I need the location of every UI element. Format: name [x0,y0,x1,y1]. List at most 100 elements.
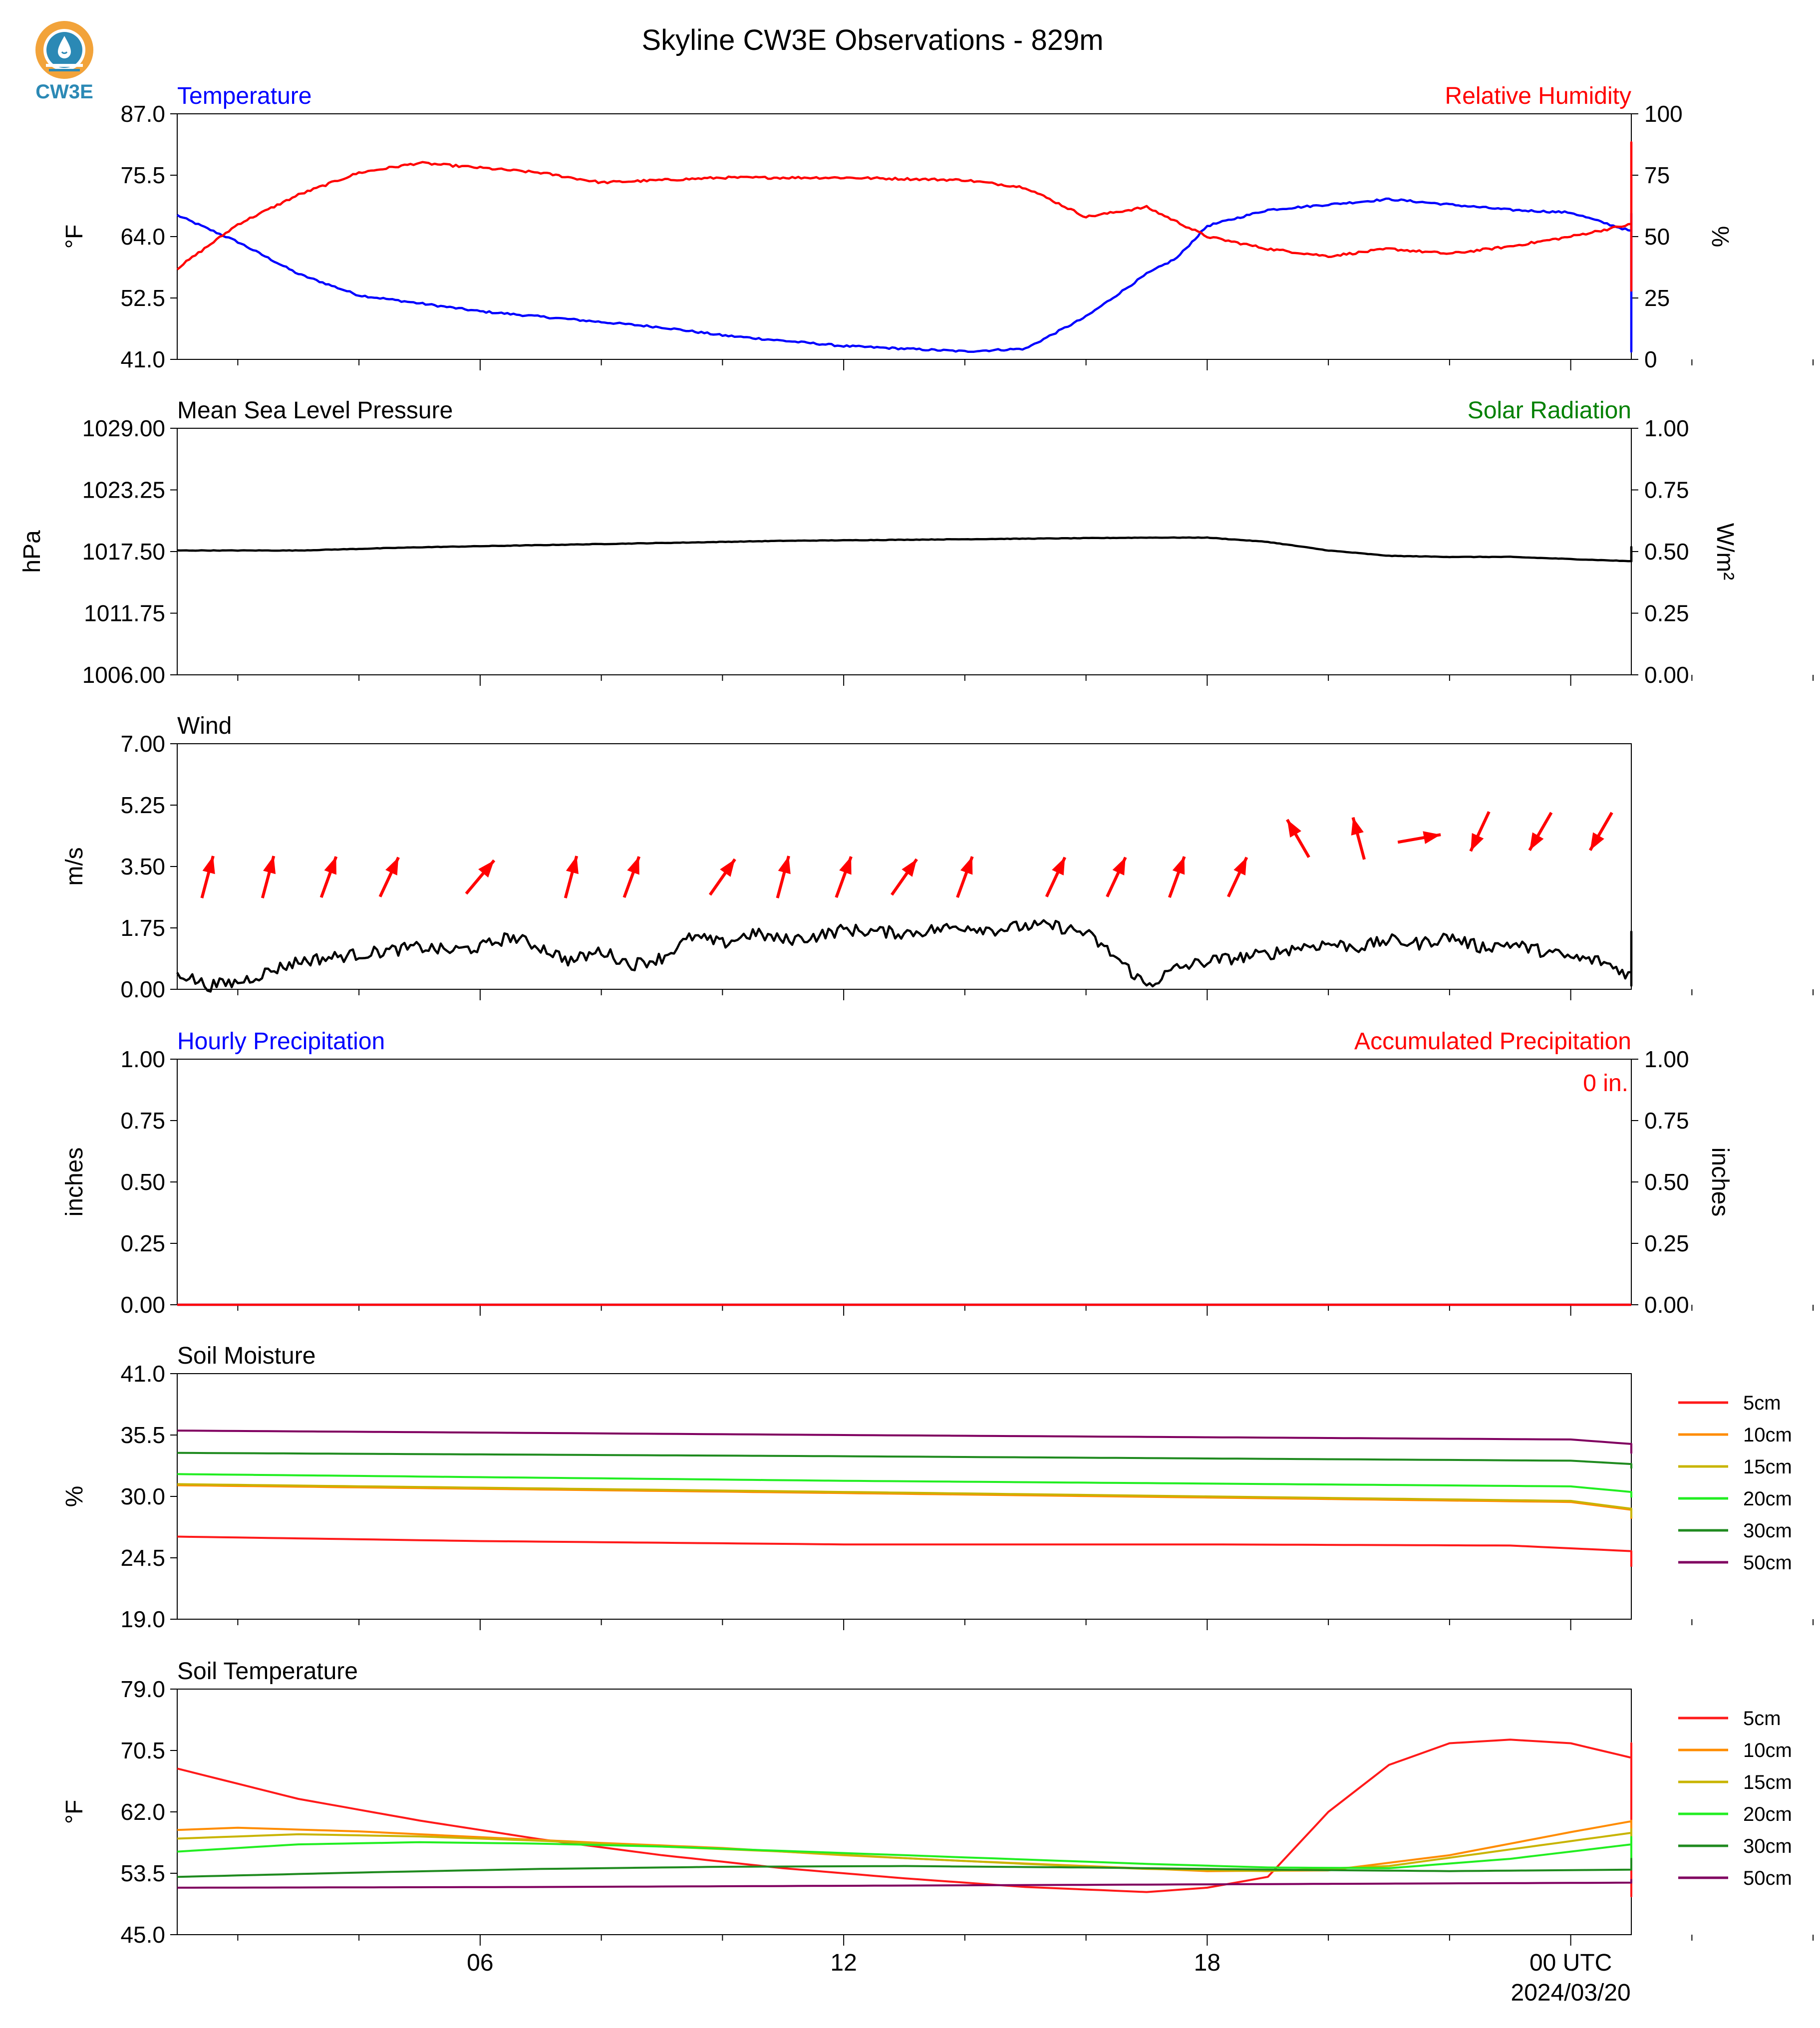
series-sm10 [177,1484,1632,1519]
legend-label: 15cm [1743,1456,1792,1478]
series-temperature [176,197,1633,353]
wind-arrow [1528,812,1553,851]
y-tick-label: 79.0 [120,1676,165,1702]
panel-title-left: Soil Temperature [177,1658,358,1685]
y-tick-label: 52.5 [120,285,165,311]
x-tick-label: 18 [1194,1950,1220,1976]
accumulated-precip-value: 0 in. [1583,1070,1628,1097]
legend-label: 15cm [1743,1771,1792,1793]
wind-arrow [1588,812,1613,851]
panel-frame [177,113,1632,360]
panel-title-left: Soil Moisture [177,1343,315,1369]
y-tick-label: 30.0 [120,1483,165,1509]
y-tick-label: 5.25 [120,792,165,818]
legend-label: 5cm [1743,1708,1781,1730]
series-st5 [177,1738,1632,1898]
y-tick-label: 19.0 [120,1606,165,1632]
y-tick-label-right: 0.25 [1644,600,1689,626]
y-tick-label-right: 0.50 [1644,539,1689,565]
panel-frame [177,1059,1632,1305]
legend-label: 30cm [1743,1520,1792,1542]
legend-label: 10cm [1743,1739,1792,1761]
wind-arrow [564,856,579,898]
wind-arrow [378,857,400,897]
y-tick-label: 24.5 [120,1545,165,1571]
y-tick-label-right: 100 [1644,101,1683,127]
panel-title-left: Hourly Precipitation [177,1028,385,1055]
y-tick-label: 1011.75 [84,600,165,626]
y-tick-label: 45.0 [120,1922,165,1948]
legend-item: 5cm [1678,1392,1781,1414]
y-tick-label: 1017.50 [82,539,165,565]
y-tick-label: 75.5 [120,162,165,188]
legend-label: 20cm [1743,1803,1792,1825]
y-tick-label: 35.5 [120,1422,165,1448]
legend-label: 50cm [1743,1552,1792,1574]
y-tick-label-right: 0.00 [1644,662,1689,688]
legend-label: 30cm [1743,1835,1792,1857]
y-axis-label-right: % [1707,226,1733,248]
wind-arrow [1226,857,1248,897]
y-tick-label: 7.00 [120,731,165,757]
y-tick-label: 41.0 [120,1361,165,1387]
wind-arrow [261,856,276,898]
panel-title-left: Wind [177,713,232,739]
cw3e-logo-text: CW3E [35,81,93,103]
wind-arrow [776,856,791,898]
wind-arrow [1286,819,1310,859]
y-axis-label: inches [61,1148,88,1217]
y-tick-label-right: 50 [1644,224,1670,250]
legend: 5cm 10cm 15cm 20cm 30cm 50cm [1678,1392,1792,1574]
panel-title-left: Mean Sea Level Pressure [177,397,453,424]
y-tick-label-right: 0.00 [1644,1292,1689,1318]
legend-item: 50cm [1678,1552,1792,1574]
y-axis-label: °F [61,1800,88,1824]
wind-arrow [1106,857,1127,897]
y-axis-label: °F [61,225,88,249]
x-tick-label: 00 UTC [1529,1950,1612,1976]
panel-group: Temperature Relative Humidity 41.0 52.5 64.0… [19,83,1814,2006]
y-tick-label: 0.75 [120,1108,165,1134]
y-tick-label: 1023.25 [82,477,165,503]
panel-4: Hourly Precipitation Accumulated Precipit… [61,1028,1814,1318]
x-tick-label: 12 [830,1950,857,1976]
series-relative_humidity [176,141,1633,292]
y-tick-label: 41.0 [120,346,165,372]
y-tick-label: 1.00 [120,1046,165,1072]
wind-arrow [200,856,215,898]
y-tick-label: 87.0 [120,101,165,127]
legend-item: 30cm [1678,1520,1792,1542]
series-sm5 [177,1535,1632,1567]
y-tick-label-right: 0.75 [1644,1108,1689,1134]
legend-item: 15cm [1678,1771,1792,1793]
wind-arrow [1469,811,1491,852]
y-tick-label: 0.00 [120,1292,165,1318]
y-axis-label: % [61,1486,88,1507]
figure-title: Skyline CW3E Observations - 829m [641,24,1103,56]
series-st50 [177,1879,1632,1889]
panel-2: Mean Sea Level Pressure Solar Radiation 10… [19,397,1814,688]
legend-label: 20cm [1743,1488,1792,1510]
wind-arrow [1397,831,1441,844]
legend-item: 30cm [1678,1835,1792,1857]
y-tick-label: 0.25 [120,1230,165,1256]
wind-arrow [956,856,974,898]
series-st30 [177,1858,1632,1878]
panel-title-right: Accumulated Precipitation [1354,1028,1631,1055]
y-tick-label-right: 1.00 [1644,415,1689,441]
y-tick-label: 0.50 [120,1169,165,1195]
panel-frame [177,1373,1632,1620]
y-tick-label: 53.5 [120,1860,165,1886]
legend-item: 20cm [1678,1488,1792,1510]
y-tick-label-right: 1.00 [1644,1046,1689,1072]
y-tick-label-right: 25 [1644,285,1670,311]
y-tick-label: 0.00 [120,976,165,1002]
panel-title-right: Solar Radiation [1468,397,1631,424]
legend: 5cm 10cm 15cm 20cm 30cm 50cm [1678,1708,1792,1889]
y-tick-label-right: 0.75 [1644,477,1689,503]
legend-label: 10cm [1743,1424,1792,1446]
y-axis-label-right: W/m² [1712,523,1738,580]
panel-6: Soil Temperature 45.0 53.5 62.0 70.5 79.0 °F 5c… [61,1658,1814,2006]
series-pressure [177,536,1633,563]
